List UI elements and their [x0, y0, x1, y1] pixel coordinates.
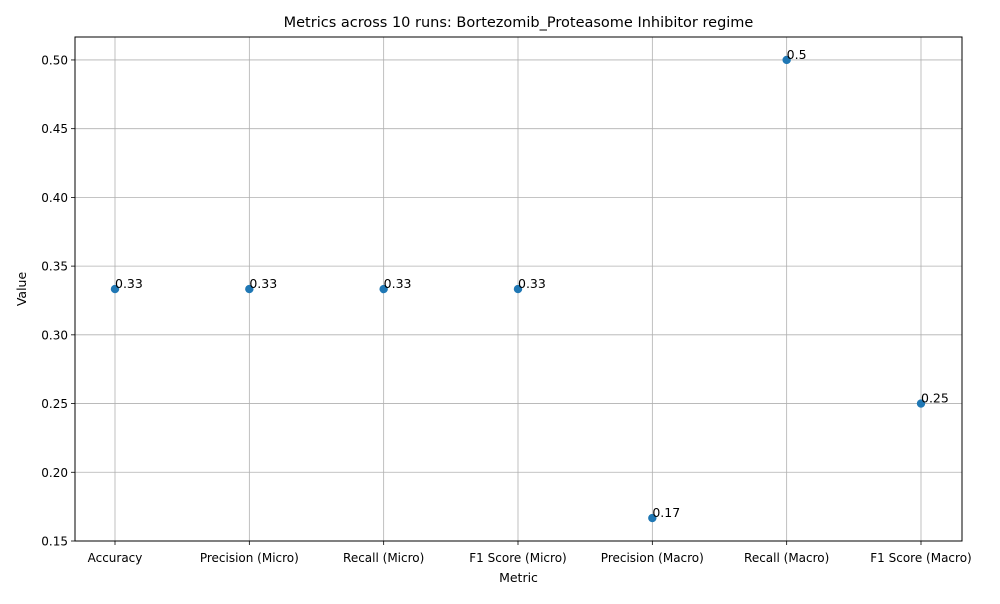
data-point: [513, 284, 523, 294]
data-point: [782, 55, 791, 65]
y-tick-label: 0.45: [41, 122, 68, 136]
data-point: [110, 284, 120, 294]
data-points: [110, 55, 926, 523]
data-label: 0.17: [652, 505, 680, 520]
y-tick-label: 0.25: [41, 397, 68, 411]
data-label: 0.33: [249, 276, 277, 291]
data-point: [648, 513, 657, 523]
plot-frame: [74, 36, 963, 542]
x-axis-ticks: Accuracy Precision (Micro) Recall (Micro) F…: [88, 541, 972, 565]
x-tick-label: Recall (Macro): [744, 551, 829, 565]
data-label: 0.5: [787, 47, 807, 62]
y-tick-label: 0.40: [41, 191, 68, 205]
y-tick-label: 0.30: [41, 328, 68, 342]
data-labels: 0.33 0.33 0.33 0.33 0.17 0.5 0.25: [115, 47, 949, 520]
y-tick-label: 0.35: [41, 260, 68, 274]
x-tick-label: Precision (Macro): [601, 551, 704, 565]
grid-lines: [75, 37, 962, 542]
data-label: 0.33: [115, 276, 143, 291]
data-point: [245, 284, 254, 294]
data-label: 0.33: [384, 276, 412, 291]
x-tick-label: F1 Score (Macro): [870, 551, 971, 565]
x-tick-label: Accuracy: [88, 551, 143, 565]
data-point: [379, 284, 388, 294]
chart-title: Metrics across 10 runs: Bortezomib_Prote…: [284, 15, 754, 31]
x-tick-label: F1 Score (Micro): [469, 551, 566, 565]
y-axis-ticks: 0.15 0.20 0.25 0.30 0.35 0.40 0.45 0.50: [41, 53, 75, 549]
y-axis-label: Value: [14, 272, 29, 307]
x-tick-label: Precision (Micro): [200, 551, 299, 565]
x-tick-label: Recall (Micro): [343, 551, 424, 565]
data-point: [916, 399, 926, 408]
data-label: 0.33: [518, 276, 546, 291]
y-tick-label: 0.50: [41, 53, 68, 67]
y-tick-label: 0.20: [41, 466, 68, 480]
x-axis-label: Metric: [499, 570, 538, 585]
data-label: 0.25: [921, 391, 949, 406]
y-tick-label: 0.15: [41, 535, 68, 549]
